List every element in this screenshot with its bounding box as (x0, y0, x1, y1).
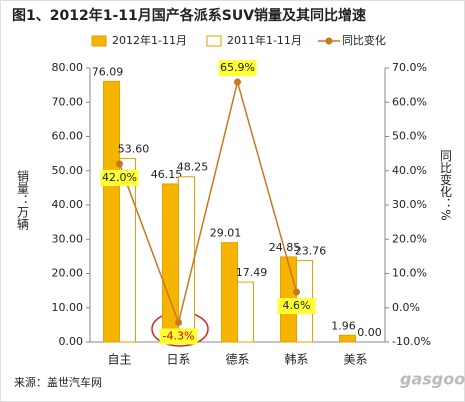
y-tick-label: 20.00 (52, 267, 84, 280)
y-tick-label: 50.00 (52, 164, 84, 177)
y2-tick-label: 10.0% (392, 267, 427, 280)
line-marker (116, 160, 123, 168)
line-value-label: 65.9% (220, 61, 255, 74)
bar-value-label: 0.00 (357, 326, 382, 339)
legend-label: 2012年1-11月 (112, 33, 187, 47)
x-tick-label: 德系 (225, 352, 249, 367)
legend-swatch (91, 35, 107, 47)
y-axis-label: 销量：万辆 (16, 170, 30, 230)
y2-axis-label: 同比变化：% (439, 149, 453, 220)
line-marker (293, 288, 300, 296)
y-tick-label: 80.00 (52, 61, 84, 74)
bar-value-label: 17.49 (236, 266, 268, 279)
y-tick-label: 70.00 (52, 95, 84, 108)
label-box (277, 297, 316, 314)
label-box (100, 169, 139, 186)
bar-value-label: 48.25 (177, 161, 209, 174)
y2-tick-label: -10.0% (392, 335, 431, 348)
line-value-label: -4.3% (163, 329, 195, 342)
bar-value-label: 53.60 (118, 142, 150, 155)
bar (237, 281, 254, 343)
y2-tick-label: 20.0% (392, 232, 427, 245)
line-value-label: 42.0% (102, 171, 137, 184)
x-tick-label: 韩系 (284, 352, 308, 367)
bar (221, 242, 238, 343)
y2-tick-label: 70.0% (392, 61, 427, 74)
line-value-label: 4.6% (283, 299, 311, 312)
y-tick-label: 60.00 (52, 130, 84, 143)
x-tick-label: 美系 (343, 353, 367, 367)
bar-value-label: 76.09 (92, 65, 124, 78)
label-box (159, 328, 198, 345)
bar (162, 183, 179, 343)
y-tick-label: 10.00 (52, 301, 84, 314)
line-marker (234, 78, 241, 86)
legend-swatch (325, 37, 333, 45)
watermark: gasgoo (400, 370, 465, 389)
legend-label: 2011年1-11月 (227, 33, 302, 47)
label-box (218, 60, 257, 77)
line (118, 79, 298, 326)
y2-tick-label: 0.0% (392, 301, 420, 314)
bar-value-label: 29.01 (210, 227, 242, 240)
line-marker (175, 318, 182, 326)
bar-value-label: 46.15 (151, 168, 183, 181)
x-tick-label: 日系 (166, 353, 190, 367)
legend-swatch (206, 35, 222, 47)
y-tick-label: 30.00 (52, 232, 84, 245)
bar (119, 157, 136, 343)
bar-value-label: 1.96 (331, 319, 356, 332)
y2-tick-label: 50.0% (392, 130, 427, 143)
x-tick-label: 自主 (107, 353, 131, 367)
source: 来源：盖世汽车网 (14, 375, 102, 389)
bar-value-label: 23.76 (295, 245, 327, 258)
y2-tick-label: 40.0% (392, 164, 427, 177)
bar (339, 334, 356, 343)
chart-title: 图1、2012年1-11月国产各派系SUV销量及其同比增速 (12, 7, 366, 24)
bar (178, 176, 195, 343)
y2-tick-label: 60.0% (392, 95, 427, 108)
y-tick-label: 40.00 (52, 198, 84, 211)
y2-tick-label: 30.0% (392, 198, 427, 211)
legend-label: 同比变化 (342, 33, 386, 47)
y-tick-label: 0.00 (59, 335, 84, 348)
bar (103, 80, 120, 343)
